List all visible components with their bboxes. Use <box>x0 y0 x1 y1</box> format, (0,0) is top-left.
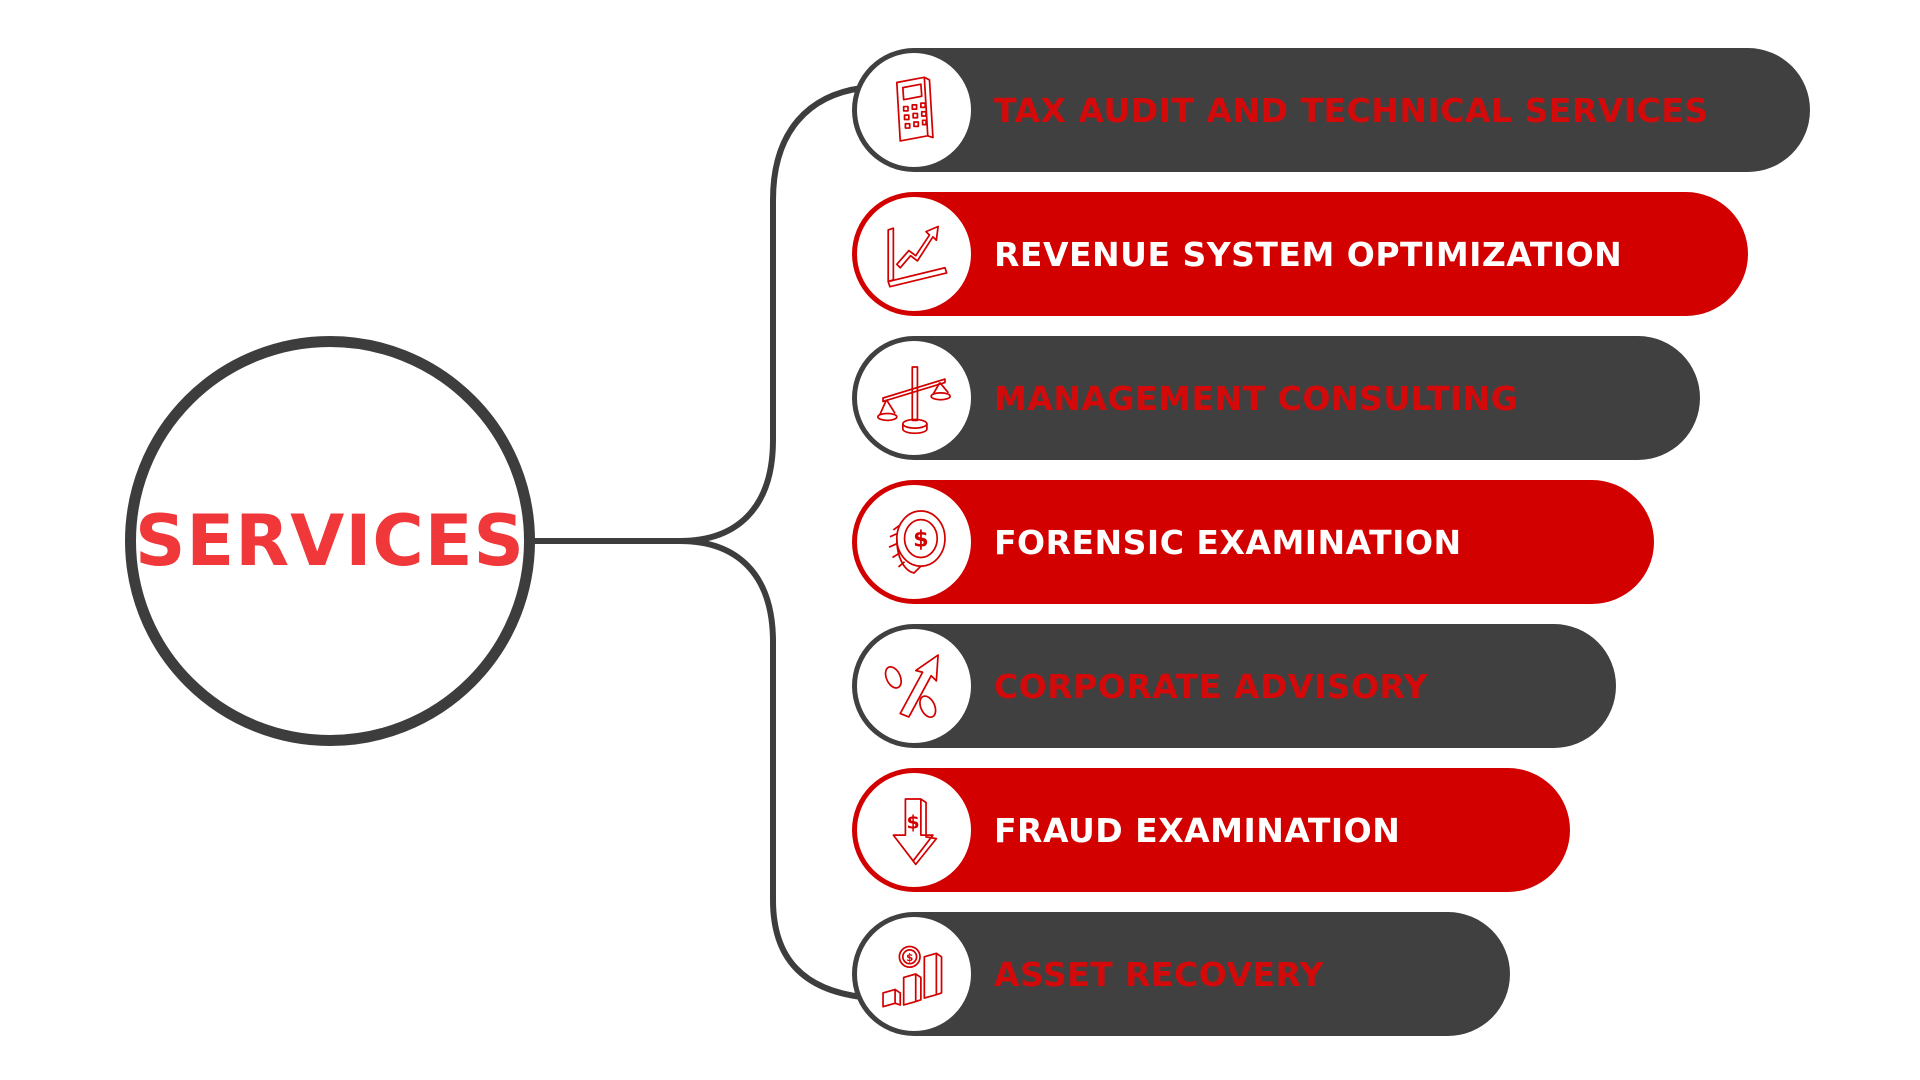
svg-text:$: $ <box>907 811 920 833</box>
service-management-consulting[interactable]: MANAGEMENT CONSULTING <box>852 336 1700 460</box>
service-label: TAX AUDIT AND TECHNICAL SERVICES <box>994 90 1709 130</box>
service-revenue-optimization[interactable]: REVENUE SYSTEM OPTIMIZATION <box>852 192 1748 316</box>
service-label: FRAUD EXAMINATION <box>994 810 1401 850</box>
dollar-down-arrow-icon: $ <box>854 770 974 890</box>
hub-title: SERVICES <box>135 500 525 582</box>
svg-text:$: $ <box>913 526 929 552</box>
services-hub: SERVICES <box>125 336 535 746</box>
dollar-coin-icon: $ <box>854 482 974 602</box>
service-forensic-examination[interactable]: $ FORENSIC EXAMINATION <box>852 480 1654 604</box>
percent-arrow-icon <box>854 626 974 746</box>
coin-bar-chart-icon: $ <box>854 914 974 1034</box>
service-tax-audit[interactable]: TAX AUDIT AND TECHNICAL SERVICES <box>852 48 1810 172</box>
service-label: CORPORATE ADVISORY <box>994 666 1428 706</box>
service-label: REVENUE SYSTEM OPTIMIZATION <box>994 234 1623 274</box>
calculator-icon <box>854 50 974 170</box>
service-corporate-advisory[interactable]: CORPORATE ADVISORY <box>852 624 1616 748</box>
service-asset-recovery[interactable]: $ ASSET RECOVERY <box>852 912 1510 1036</box>
service-label: ASSET RECOVERY <box>994 954 1325 994</box>
service-label: FORENSIC EXAMINATION <box>994 522 1462 562</box>
service-label: MANAGEMENT CONSULTING <box>994 378 1519 418</box>
balance-scale-icon <box>854 338 974 458</box>
svg-text:$: $ <box>906 952 913 964</box>
growth-chart-icon <box>854 194 974 314</box>
service-fraud-examination[interactable]: $ FRAUD EXAMINATION <box>852 768 1570 892</box>
